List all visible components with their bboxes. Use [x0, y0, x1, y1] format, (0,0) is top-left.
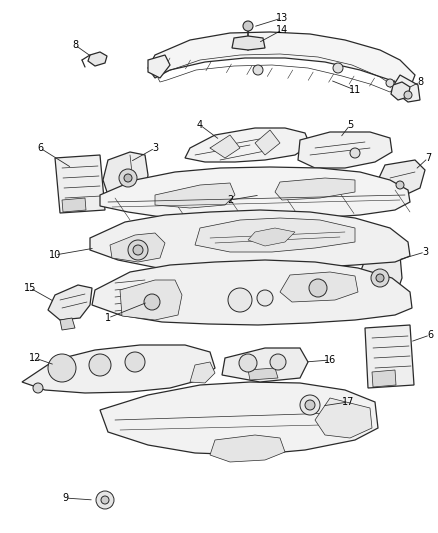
- Circle shape: [133, 245, 143, 255]
- Polygon shape: [190, 362, 215, 383]
- Circle shape: [404, 91, 412, 99]
- Circle shape: [386, 79, 394, 87]
- Polygon shape: [372, 370, 396, 387]
- Text: 11: 11: [349, 85, 361, 95]
- Polygon shape: [55, 155, 105, 213]
- Text: 4: 4: [197, 120, 203, 130]
- Polygon shape: [391, 82, 410, 100]
- Polygon shape: [155, 183, 235, 208]
- Polygon shape: [275, 178, 355, 200]
- Polygon shape: [120, 280, 182, 320]
- Text: 8: 8: [72, 40, 78, 50]
- Polygon shape: [248, 228, 295, 246]
- Circle shape: [96, 491, 114, 509]
- Text: 3: 3: [422, 247, 428, 257]
- Polygon shape: [195, 218, 355, 252]
- Circle shape: [253, 65, 263, 75]
- Circle shape: [128, 240, 148, 260]
- Circle shape: [257, 290, 273, 306]
- Polygon shape: [88, 52, 107, 66]
- Polygon shape: [232, 36, 265, 50]
- Circle shape: [33, 383, 43, 393]
- Text: 2: 2: [227, 195, 233, 205]
- Polygon shape: [92, 260, 412, 325]
- Circle shape: [376, 274, 384, 282]
- Polygon shape: [280, 272, 358, 302]
- Circle shape: [270, 354, 286, 370]
- Text: 6: 6: [37, 143, 43, 153]
- Circle shape: [101, 496, 109, 504]
- Circle shape: [333, 63, 343, 73]
- Polygon shape: [358, 252, 402, 300]
- Text: 6: 6: [427, 330, 433, 340]
- Text: 12: 12: [29, 353, 41, 363]
- Polygon shape: [62, 198, 86, 212]
- Text: 5: 5: [347, 120, 353, 130]
- Circle shape: [300, 395, 320, 415]
- Polygon shape: [148, 55, 170, 78]
- Polygon shape: [148, 32, 415, 88]
- Circle shape: [124, 174, 132, 182]
- Circle shape: [119, 169, 137, 187]
- Text: 10: 10: [49, 250, 61, 260]
- Circle shape: [89, 354, 111, 376]
- Text: 17: 17: [342, 397, 354, 407]
- Text: 9: 9: [62, 493, 68, 503]
- Circle shape: [239, 354, 257, 372]
- Polygon shape: [100, 382, 378, 455]
- Polygon shape: [365, 325, 414, 388]
- Polygon shape: [48, 285, 92, 320]
- Polygon shape: [90, 210, 410, 270]
- Polygon shape: [22, 345, 215, 393]
- Polygon shape: [298, 132, 392, 168]
- Polygon shape: [110, 233, 165, 262]
- Text: 3: 3: [152, 143, 158, 153]
- Polygon shape: [395, 75, 420, 102]
- Polygon shape: [185, 128, 310, 162]
- Text: 8: 8: [417, 77, 423, 87]
- Polygon shape: [378, 160, 425, 195]
- Text: 14: 14: [276, 25, 288, 35]
- Text: 16: 16: [324, 355, 336, 365]
- Polygon shape: [315, 398, 372, 438]
- Circle shape: [228, 288, 252, 312]
- Circle shape: [48, 354, 76, 382]
- Polygon shape: [255, 130, 280, 155]
- Polygon shape: [100, 167, 410, 220]
- Circle shape: [305, 400, 315, 410]
- Circle shape: [396, 181, 404, 189]
- Circle shape: [309, 279, 327, 297]
- Polygon shape: [103, 152, 148, 200]
- Circle shape: [350, 148, 360, 158]
- Polygon shape: [60, 318, 75, 330]
- Polygon shape: [248, 368, 278, 380]
- Text: 7: 7: [425, 153, 431, 163]
- Circle shape: [125, 352, 145, 372]
- Polygon shape: [210, 435, 285, 462]
- Circle shape: [371, 269, 389, 287]
- Polygon shape: [210, 135, 240, 158]
- Text: 15: 15: [24, 283, 36, 293]
- Text: 13: 13: [276, 13, 288, 23]
- Circle shape: [243, 21, 253, 31]
- Circle shape: [144, 294, 160, 310]
- Polygon shape: [222, 348, 308, 382]
- Text: 1: 1: [105, 313, 111, 323]
